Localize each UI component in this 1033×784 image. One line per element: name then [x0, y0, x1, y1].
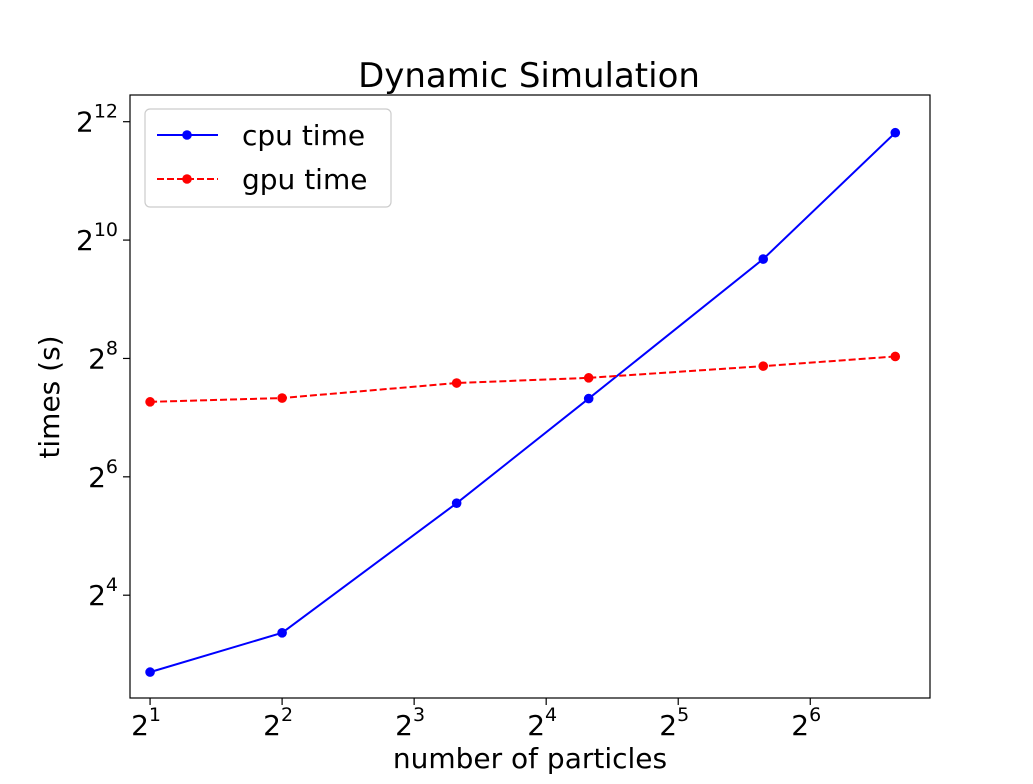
data-point [451, 498, 462, 508]
x-tick-label: 22 [263, 704, 293, 742]
y-tick-base: 2 [88, 579, 106, 612]
x-tick-exponent: 5 [677, 704, 689, 726]
legend-box [144, 108, 392, 208]
y-axis-title: times (s) [33, 335, 66, 458]
x-axis-ticks: 21 22 23 24 25 26 [131, 698, 821, 742]
x-tick-base: 2 [659, 709, 677, 742]
data-point [145, 667, 155, 677]
series-line-0 [149, 132, 896, 674]
y-tick-label: 210 [76, 219, 118, 257]
y-tick-base: 2 [88, 461, 106, 494]
data-point [890, 351, 901, 362]
x-tick-exponent: 6 [809, 704, 821, 726]
data-point [583, 393, 594, 404]
y-tick-exponent: 10 [94, 219, 118, 241]
x-tick-label: 23 [395, 704, 425, 742]
y-tick-exponent: 12 [94, 101, 118, 123]
legend: cpu time gpu time [144, 108, 392, 208]
series-line-1 [150, 355, 896, 403]
x-tick-label: 25 [659, 704, 689, 742]
legend-swatch-marker [182, 130, 192, 140]
legend-swatch-marker [182, 174, 192, 184]
y-tick-label: 24 [88, 574, 118, 612]
data-point [145, 397, 155, 407]
data-point [583, 373, 594, 383]
data-point [277, 393, 287, 403]
y-tick-base: 2 [76, 224, 94, 257]
x-tick-label: 21 [131, 704, 161, 742]
x-tick-exponent: 1 [149, 704, 161, 726]
y-tick-base: 2 [76, 106, 94, 139]
x-tick-base: 2 [527, 709, 545, 742]
x-axis-title: number of particles [393, 742, 667, 775]
x-tick-base: 2 [395, 709, 413, 742]
y-tick-base: 2 [88, 342, 106, 375]
data-point [277, 628, 287, 638]
x-tick-label: 24 [527, 704, 557, 742]
plot-area-frame [129, 94, 931, 699]
y-tick-label: 28 [88, 337, 118, 375]
x-tick-exponent: 4 [545, 704, 557, 726]
x-tick-exponent: 3 [413, 704, 425, 726]
data-point [451, 378, 462, 388]
data-point [758, 361, 769, 371]
y-tick-exponent: 8 [106, 337, 118, 359]
y-tick-label: 212 [76, 101, 118, 139]
y-tick-label: 26 [88, 456, 118, 494]
series-layer [145, 127, 901, 677]
x-tick-base: 2 [131, 709, 149, 742]
legend-label: gpu time [242, 163, 367, 196]
x-tick-exponent: 2 [281, 704, 293, 726]
x-tick-base: 2 [263, 709, 281, 742]
y-tick-exponent: 4 [106, 574, 118, 596]
data-point [758, 254, 769, 264]
legend-label: cpu time [242, 119, 365, 152]
data-point [890, 127, 901, 138]
y-tick-exponent: 6 [106, 456, 118, 478]
chart-title: Dynamic Simulation [358, 56, 700, 96]
x-tick-label: 26 [791, 704, 821, 742]
x-tick-base: 2 [791, 709, 809, 742]
